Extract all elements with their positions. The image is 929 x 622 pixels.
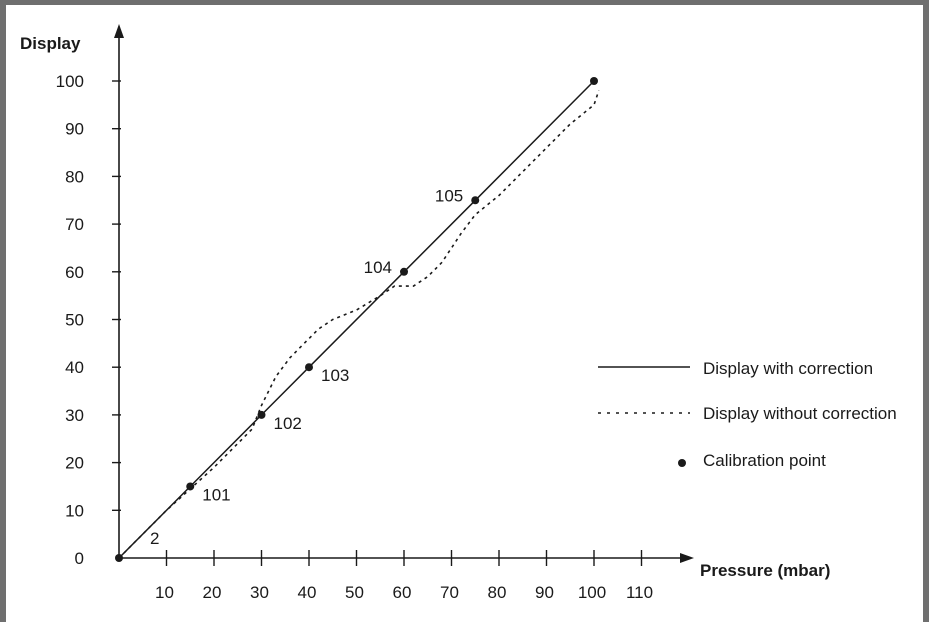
calibration-point-label: 104: [364, 258, 392, 277]
x-tick-label: 30: [250, 583, 269, 602]
axes: [114, 24, 694, 563]
calibration-point: [400, 267, 408, 276]
x-tick-label: 10: [155, 583, 174, 602]
x-tick-label: 110: [626, 583, 653, 602]
y-tick-label: 30: [65, 406, 84, 425]
y-tick-label: 80: [65, 167, 84, 186]
calibration-point: [305, 363, 313, 372]
calibration-point: [471, 196, 480, 205]
x-tick-label: 40: [298, 583, 317, 602]
calibration-point: [115, 554, 123, 562]
x-axis-arrow: [680, 553, 694, 563]
x-tick-label: 100: [578, 583, 606, 602]
y-tick-label: 100: [56, 72, 84, 91]
legend-label-calibration-point: Calibration point: [703, 451, 826, 470]
y-tick-label: 10: [65, 501, 84, 520]
x-tick-label: 20: [203, 583, 222, 602]
calibration-point-label: 101: [202, 485, 230, 504]
ticks: 0 10 20 30 40 50 60 70 80 90 100 10 20 30 40 50 60 70 80 90…: [56, 72, 653, 602]
calibration-point-label: 103: [321, 366, 349, 385]
y-axis-label: Display: [20, 34, 81, 53]
annotation-label: 2: [150, 529, 159, 548]
y-axis-arrow: [114, 24, 124, 38]
calibration-point-label: 105: [435, 186, 463, 205]
y-tick-label: 40: [65, 358, 84, 377]
calibration-point: [257, 410, 266, 419]
y-tick-label: 50: [65, 311, 84, 330]
calibration-point-label: 102: [274, 414, 302, 433]
legend-symbol-point: [678, 459, 686, 467]
y-tick-label: 60: [65, 263, 84, 282]
y-tick-label: 90: [65, 120, 84, 139]
calibration-point: [590, 77, 598, 85]
calibration-point: [186, 482, 195, 491]
legend-label-without-correction: Display without correction: [703, 404, 897, 423]
calibration-points: 101 102 103 104 105 2: [115, 77, 598, 562]
legend-label-with-correction: Display with correction: [703, 359, 873, 378]
x-tick-label: 90: [535, 583, 554, 602]
y-tick-label: 20: [65, 454, 84, 473]
y-tick-label: 70: [65, 215, 84, 234]
y-tick-label: 0: [75, 549, 84, 568]
x-tick-label: 80: [488, 583, 507, 602]
x-tick-label: 60: [393, 583, 412, 602]
x-tick-label: 70: [440, 583, 459, 602]
series-line-without-correction: [118, 90, 600, 559]
x-tick-label: 50: [345, 583, 364, 602]
legend: [598, 366, 690, 467]
x-axis-label: Pressure (mbar): [700, 561, 830, 580]
